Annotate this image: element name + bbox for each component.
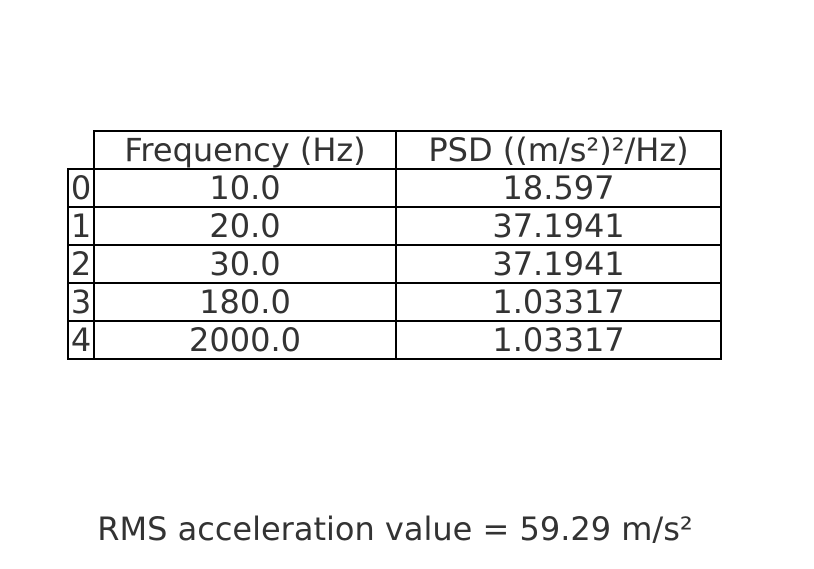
table-row: 3 180.0 1.03317 — [67, 282, 722, 322]
table-row: 4 2000.0 1.03317 — [67, 320, 722, 360]
row-index: 1 — [67, 206, 95, 246]
frequency-cell: 10.0 — [93, 168, 397, 208]
table-row: 0 10.0 18.597 — [67, 168, 722, 208]
psd-cell: 37.1941 — [395, 244, 722, 284]
frequency-column-header: Frequency (Hz) — [93, 130, 397, 170]
psd-table: Frequency (Hz) PSD ((m/s²)²/Hz) 0 10.0 1… — [67, 130, 722, 360]
table-row: 2 30.0 37.1941 — [67, 244, 722, 284]
psd-column-header: PSD ((m/s²)²/Hz) — [395, 130, 722, 170]
psd-cell: 1.03317 — [395, 282, 722, 322]
rms-caption: RMS acceleration value = 59.29 m/s² — [97, 510, 693, 548]
frequency-cell: 20.0 — [93, 206, 397, 246]
index-header-cell — [68, 131, 95, 170]
row-index: 2 — [67, 244, 95, 284]
frequency-cell: 2000.0 — [93, 320, 397, 360]
frequency-cell: 30.0 — [93, 244, 397, 284]
row-index: 4 — [67, 320, 95, 360]
row-index: 3 — [67, 282, 95, 322]
table-row: 1 20.0 37.1941 — [67, 206, 722, 246]
psd-cell: 1.03317 — [395, 320, 722, 360]
table-header-row: Frequency (Hz) PSD ((m/s²)²/Hz) — [68, 130, 722, 170]
psd-cell: 37.1941 — [395, 206, 722, 246]
row-index: 0 — [67, 168, 95, 208]
psd-cell: 18.597 — [395, 168, 722, 208]
frequency-cell: 180.0 — [93, 282, 397, 322]
